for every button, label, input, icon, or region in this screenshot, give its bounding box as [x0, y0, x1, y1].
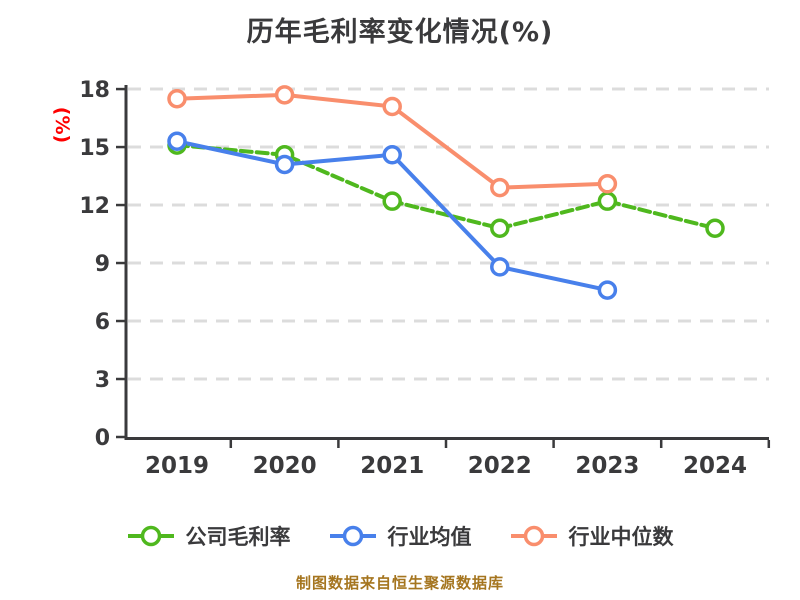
legend-item-industry-median[interactable]: 行业中位数 [510, 521, 674, 551]
data-point-marker [490, 177, 510, 198]
x-tick-label: 2019 [145, 453, 209, 479]
legend-label: 行业中位数 [568, 525, 674, 549]
data-point-marker [382, 96, 402, 117]
legend-line-marker-icon [329, 525, 376, 547]
data-source-note: 制图数据来自恒生聚源数据库 [295, 574, 504, 592]
x-tick-label: 2021 [360, 453, 424, 479]
data-point-marker [490, 257, 510, 277]
chart-legend: 公司毛利率 行业均值 行业中位数 [0, 521, 800, 551]
data-point-marker [274, 85, 295, 105]
y-tick-label: 0 [95, 426, 110, 451]
legend-line-marker-icon [510, 525, 557, 547]
x-tick-label: 2023 [575, 453, 639, 479]
y-tick-label: 12 [79, 194, 110, 219]
series-line-公司毛利率 [175, 143, 717, 231]
legend-item-industry-average[interactable]: 行业均值 [329, 521, 472, 551]
y-tick-label: 6 [95, 310, 110, 335]
x-tick-label: 2020 [253, 453, 317, 479]
y-tick-label: 18 [79, 78, 110, 103]
legend-label: 公司毛利率 [185, 525, 291, 549]
y-tick-label: 3 [95, 368, 110, 393]
data-point-marker [382, 145, 402, 165]
data-point-marker [597, 191, 618, 211]
legend-label: 行业均值 [387, 525, 472, 549]
data-point-marker [597, 174, 618, 194]
legend-line-marker-icon [127, 525, 174, 547]
legend-item-company-margin[interactable]: 公司毛利率 [127, 521, 291, 551]
data-point-marker [490, 218, 510, 238]
data-point-marker [274, 154, 295, 175]
x-tick-label: 2022 [468, 453, 532, 479]
data-point-marker [167, 131, 187, 152]
data-point-marker [167, 88, 187, 109]
x-tick-label: 2024 [683, 453, 747, 479]
y-tick-label: 9 [95, 252, 110, 277]
data-point-marker [705, 218, 725, 238]
data-point-marker [382, 191, 402, 211]
data-point-marker [597, 280, 618, 300]
chart-title: 历年毛利率变化情况(%) [246, 17, 554, 48]
y-tick-label: 15 [79, 136, 110, 161]
